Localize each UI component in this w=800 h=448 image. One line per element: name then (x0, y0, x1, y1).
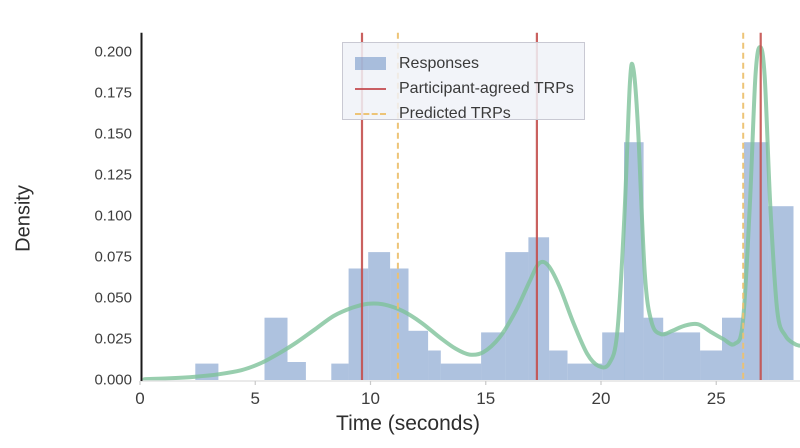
x-axis-title: Time (seconds) (336, 412, 480, 435)
x-tick-label: 0 (135, 389, 145, 408)
y-tick-label: 0.100 (94, 207, 132, 225)
x-tick-label: 20 (591, 389, 611, 408)
y-tick-label: 0.025 (94, 330, 132, 348)
histogram-bar (264, 317, 288, 380)
histogram-bar (348, 268, 369, 380)
histogram-bar (428, 350, 441, 380)
histogram-bar (331, 363, 349, 380)
y-tick-label: 0.050 (94, 289, 132, 307)
predicted-trp-swatch-icon (355, 112, 386, 115)
histogram-bar (368, 252, 391, 380)
x-tick-label: 15 (476, 389, 496, 408)
histogram-bar (722, 317, 744, 380)
histogram-bar (624, 142, 644, 380)
legend: Responses Participant-agreed TRPs Predic… (342, 42, 585, 122)
histogram-bar (567, 363, 603, 380)
y-tick-label: 0.175 (94, 84, 132, 102)
responses-swatch-icon (355, 57, 386, 70)
x-tick-label: 10 (361, 389, 380, 408)
x-tick-marks (139, 381, 717, 385)
kde-curve (142, 45, 800, 382)
x-tick-label: 5 (250, 389, 260, 408)
histogram-bar (287, 362, 306, 380)
x-tick-label: 25 (706, 389, 726, 408)
histogram-bar (700, 350, 722, 380)
y-tick-label: 0.200 (94, 43, 132, 61)
participant-trp-swatch-icon (355, 87, 386, 90)
legend-item-responses: Responses (355, 51, 574, 76)
histogram-bar (528, 237, 550, 380)
histogram-bar (440, 363, 482, 380)
histogram-bar (549, 350, 568, 380)
legend-item-participant-agreed-trps: Participant-agreed TRPs (355, 76, 574, 101)
y-tick-label: 0.150 (94, 125, 132, 143)
y-tick-label: 0.000 (94, 371, 132, 389)
histogram-bar (663, 332, 701, 380)
legend-label: Predicted TRPs (399, 104, 511, 122)
histogram-bar (408, 330, 429, 380)
legend-item-predicted-trps: Predicted TRPs (355, 101, 574, 126)
histogram-bar (481, 332, 506, 380)
legend-label: Participant-agreed TRPs (399, 79, 574, 97)
y-tick-label: 0.075 (94, 248, 132, 266)
histogram-bar (390, 268, 409, 380)
y-tick-label: 0.125 (94, 166, 132, 184)
y-axis-title: Density (12, 185, 35, 252)
legend-label: Responses (399, 54, 480, 72)
histogram-bar (505, 252, 529, 380)
